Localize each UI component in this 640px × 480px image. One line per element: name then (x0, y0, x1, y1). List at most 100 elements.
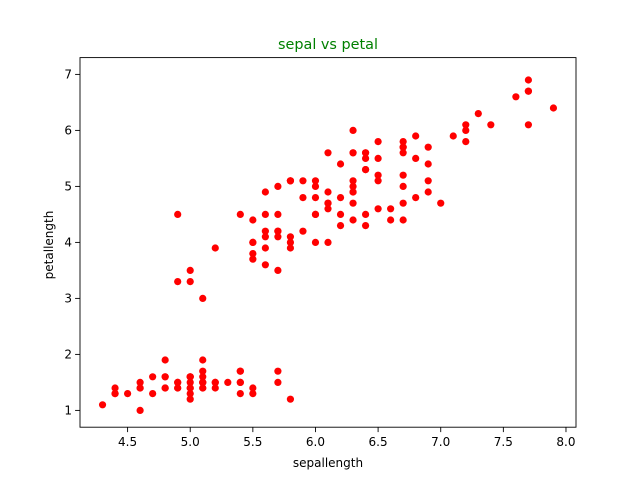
y-tick-label: 6 (64, 124, 72, 138)
data-point (299, 227, 307, 235)
data-point (186, 278, 194, 286)
data-point (274, 266, 282, 274)
data-point (149, 390, 157, 398)
data-point (311, 210, 320, 218)
data-point (374, 154, 382, 162)
data-point (249, 216, 257, 224)
data-point (236, 390, 244, 398)
data-point (487, 121, 495, 129)
data-point (374, 171, 382, 179)
data-point (299, 177, 307, 185)
data-point (161, 384, 169, 392)
data-point (274, 210, 282, 218)
data-point (199, 378, 207, 386)
data-point (236, 367, 244, 375)
data-point (424, 143, 432, 151)
data-point (399, 182, 407, 190)
data-point (174, 384, 182, 392)
data-point (161, 373, 169, 381)
data-point (349, 149, 357, 157)
data-point (462, 121, 470, 129)
data-point (211, 244, 219, 252)
data-point (336, 194, 345, 202)
data-point (236, 378, 244, 386)
data-point (274, 227, 282, 235)
data-point (349, 188, 357, 196)
data-point (286, 177, 295, 185)
data-point (399, 171, 407, 179)
data-point (311, 182, 320, 190)
data-point (462, 126, 470, 134)
data-point (512, 93, 520, 101)
data-point (399, 199, 407, 207)
data-point (349, 126, 357, 134)
data-point (361, 222, 370, 230)
data-point (424, 160, 432, 168)
data-point (124, 390, 132, 398)
data-point (524, 76, 533, 84)
data-point (236, 210, 244, 218)
data-point (136, 406, 144, 414)
y-tick-label: 2 (64, 348, 72, 362)
data-point (299, 194, 307, 202)
data-point (211, 378, 219, 386)
data-point (374, 138, 382, 146)
data-point (249, 384, 257, 392)
data-point (311, 238, 320, 246)
data-point (361, 154, 370, 162)
x-tick-label: 7.5 (494, 435, 513, 449)
data-point (98, 401, 107, 409)
data-point (424, 177, 432, 185)
data-point (412, 194, 420, 202)
data-point (261, 261, 269, 269)
data-point (199, 356, 207, 364)
data-point (462, 138, 470, 146)
data-point (336, 222, 345, 230)
plot-area-frame (79, 57, 577, 428)
data-point (524, 121, 533, 129)
data-point (186, 390, 194, 398)
x-tick-label: 5.5 (243, 435, 262, 449)
data-point (349, 182, 357, 190)
data-point (186, 266, 194, 274)
data-point (399, 138, 407, 146)
data-point (199, 294, 207, 302)
data-point (274, 182, 282, 190)
data-point (199, 367, 207, 375)
data-point (224, 378, 232, 386)
x-axis-label: sepallength (293, 456, 363, 470)
data-point (186, 373, 194, 381)
chart-title: sepal vs petal (278, 37, 378, 53)
x-tick-label: 6.0 (306, 435, 325, 449)
data-point (286, 244, 295, 252)
data-point (324, 205, 332, 213)
data-point (261, 188, 269, 196)
data-point (174, 210, 182, 218)
y-tick-label: 4 (64, 236, 72, 250)
data-point (286, 238, 295, 246)
x-axis-ticks: 4.5 5.0 5.5 6.0 6.5 7.0 7.5 8.0 (118, 427, 576, 449)
data-point (449, 132, 457, 140)
data-point (136, 384, 144, 392)
data-point (199, 384, 207, 392)
data-point (311, 177, 320, 185)
data-point (274, 233, 282, 241)
data-point (412, 154, 420, 162)
data-point (274, 367, 282, 375)
data-point (261, 233, 269, 241)
data-point (161, 356, 169, 364)
y-tick-label: 7 (64, 68, 72, 82)
data-point (324, 188, 332, 196)
data-point (474, 110, 482, 118)
x-tick-label: 5.0 (181, 435, 200, 449)
data-point (336, 160, 345, 168)
data-point (199, 373, 207, 381)
data-point (437, 199, 445, 207)
data-point (324, 238, 332, 246)
y-tick-label: 5 (64, 180, 72, 194)
data-point (274, 378, 282, 386)
y-axis-label: petallength (42, 211, 56, 280)
data-point (361, 210, 370, 218)
